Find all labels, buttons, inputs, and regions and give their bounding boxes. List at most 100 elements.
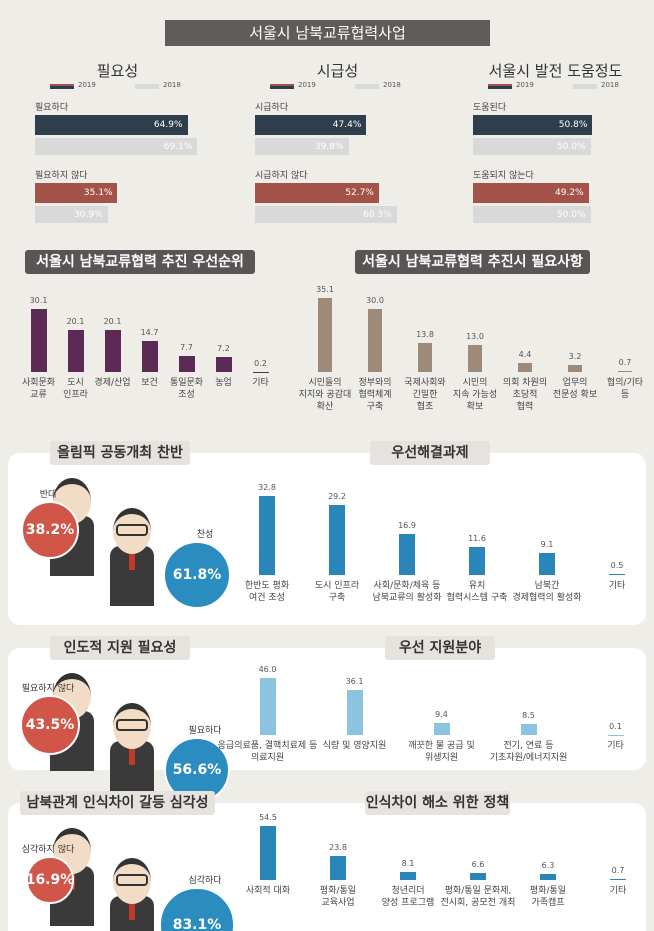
bar	[468, 344, 482, 372]
value-label: 61.8%	[172, 566, 222, 583]
value-label: 69.1%	[163, 141, 193, 152]
value-label: 7.7	[180, 342, 193, 352]
pie-circle: 38.2%	[20, 500, 80, 560]
x-tick-label: 식량 및 영양지원	[322, 741, 387, 751]
category-label: 필요하다	[35, 103, 69, 113]
value-label: 11.6	[468, 534, 486, 544]
bar	[518, 362, 532, 372]
x-tick-label: 시민의 지속 가능성 확보	[452, 378, 498, 412]
chart-title: 우선해결과제	[370, 441, 490, 465]
bar	[470, 873, 486, 880]
bar	[260, 825, 276, 880]
value-label: 4.4	[518, 349, 532, 359]
bar: 52.7%	[255, 183, 379, 203]
bar	[30, 308, 47, 372]
category-label: 반대	[39, 489, 57, 500]
bar	[178, 355, 195, 372]
category-label: 시급하다	[255, 103, 289, 113]
bar	[418, 343, 432, 372]
figure-head	[113, 703, 151, 749]
value-label: 50.0%	[556, 141, 586, 152]
x-tick-label: 기타	[608, 581, 626, 591]
bar: 47.4%	[255, 115, 367, 135]
x-tick-label: 도시 인프라 구축	[314, 581, 360, 603]
legend-swatch	[488, 84, 512, 89]
value-label: 56.6%	[172, 761, 222, 778]
legend-swatch	[270, 84, 294, 89]
bar	[67, 329, 84, 372]
chart-title: 서울시 남북교류협력 추진 우선순위	[25, 250, 255, 274]
bar	[330, 856, 346, 880]
bar: 39.8%	[255, 138, 349, 155]
value-label: 0.2	[254, 358, 267, 368]
value-label: 6.3	[541, 860, 555, 870]
pie-circle: 43.5%	[19, 694, 81, 756]
value-label: 14.7	[140, 328, 159, 338]
value-label: 30.9%	[74, 209, 103, 220]
x-tick-label: 사회적 대화	[245, 886, 291, 896]
page-title: 서울시 남북교류협력사업	[165, 20, 490, 46]
legend-label: 2019	[516, 81, 534, 89]
chart-title: 남북관계 인식차이 갈등 심각성	[20, 791, 215, 815]
value-label: 20.1	[66, 316, 85, 326]
value-label: 16.9%	[25, 871, 75, 888]
bar	[618, 370, 632, 372]
category-label: 도움된다	[473, 103, 507, 113]
x-tick-label: 농업	[215, 378, 232, 388]
value-label: 38.2%	[25, 521, 75, 538]
legend-label: 2018	[601, 81, 619, 89]
bar: 50.0%	[473, 138, 591, 155]
value-label: 9.4	[435, 710, 448, 720]
value-label: 8.5	[522, 711, 535, 721]
figure-tie	[129, 898, 135, 920]
value-label: 35.1%	[83, 188, 113, 198]
bar: 69.1%	[35, 138, 198, 155]
value-label: 30.1	[29, 295, 48, 305]
value-label: 36.1	[345, 676, 364, 686]
x-tick-label: 도시 인프라	[63, 378, 88, 400]
bar: 50.8%	[473, 115, 593, 135]
bar: 35.1%	[35, 183, 118, 203]
bar	[469, 547, 485, 575]
value-label: 50.0%	[556, 209, 586, 220]
value-label: 47.4%	[332, 120, 362, 130]
value-label: 49.2%	[555, 188, 584, 198]
figure-head	[113, 508, 151, 554]
chart-title: 서울시 남북교류협력 추진시 필요사항	[355, 250, 590, 274]
bar	[568, 365, 582, 372]
x-tick-label: 평화/통일 교육사업	[319, 886, 357, 908]
value-label: 50.8%	[558, 120, 588, 130]
value-label: 83.1%	[172, 916, 222, 931]
figure-glasses	[116, 524, 148, 536]
category-label: 필요하다	[188, 725, 222, 736]
value-label: 8.1	[401, 858, 415, 868]
bar: 49.2%	[473, 183, 589, 203]
value-label: 30.0	[366, 296, 384, 305]
value-label: 43.5%	[25, 716, 75, 733]
x-tick-label: 평화/통일 문화제, 전시회, 공모전 개최	[440, 886, 516, 908]
x-tick-label: 깨끗한 물 공급 및 위생지원	[408, 741, 475, 763]
value-label: 64.9%	[153, 120, 183, 130]
x-tick-label: 평화/통일 가족캠프	[529, 886, 567, 908]
figure-tie	[129, 743, 135, 765]
value-label: 23.8	[329, 843, 347, 853]
figure-tie	[129, 548, 135, 570]
value-label: 7.2	[217, 343, 230, 353]
chart-title: 인도적 지원 필요성	[50, 636, 190, 660]
bar	[520, 724, 537, 735]
bar	[318, 298, 332, 372]
x-tick-label: 전기, 연료 등 기초자원/에너지지원	[489, 741, 568, 763]
x-tick-label: 기타	[607, 741, 624, 751]
x-tick-label: 시민들의 지지와 공감대 확산	[298, 378, 352, 412]
value-label: 0.5	[610, 560, 624, 570]
x-tick-label: 정부와의 협력체계 구축	[358, 378, 392, 412]
bar	[259, 496, 275, 575]
legend-label: 2018	[383, 81, 401, 89]
chart-title: 시급성	[316, 62, 359, 80]
chart-title: 인식차이 해소 위한 정책	[365, 791, 510, 815]
value-label: 0.7	[618, 357, 632, 367]
legend-swatch	[573, 84, 597, 89]
value-label: 32.8	[258, 483, 276, 493]
pie-circle: 61.8%	[162, 540, 231, 609]
